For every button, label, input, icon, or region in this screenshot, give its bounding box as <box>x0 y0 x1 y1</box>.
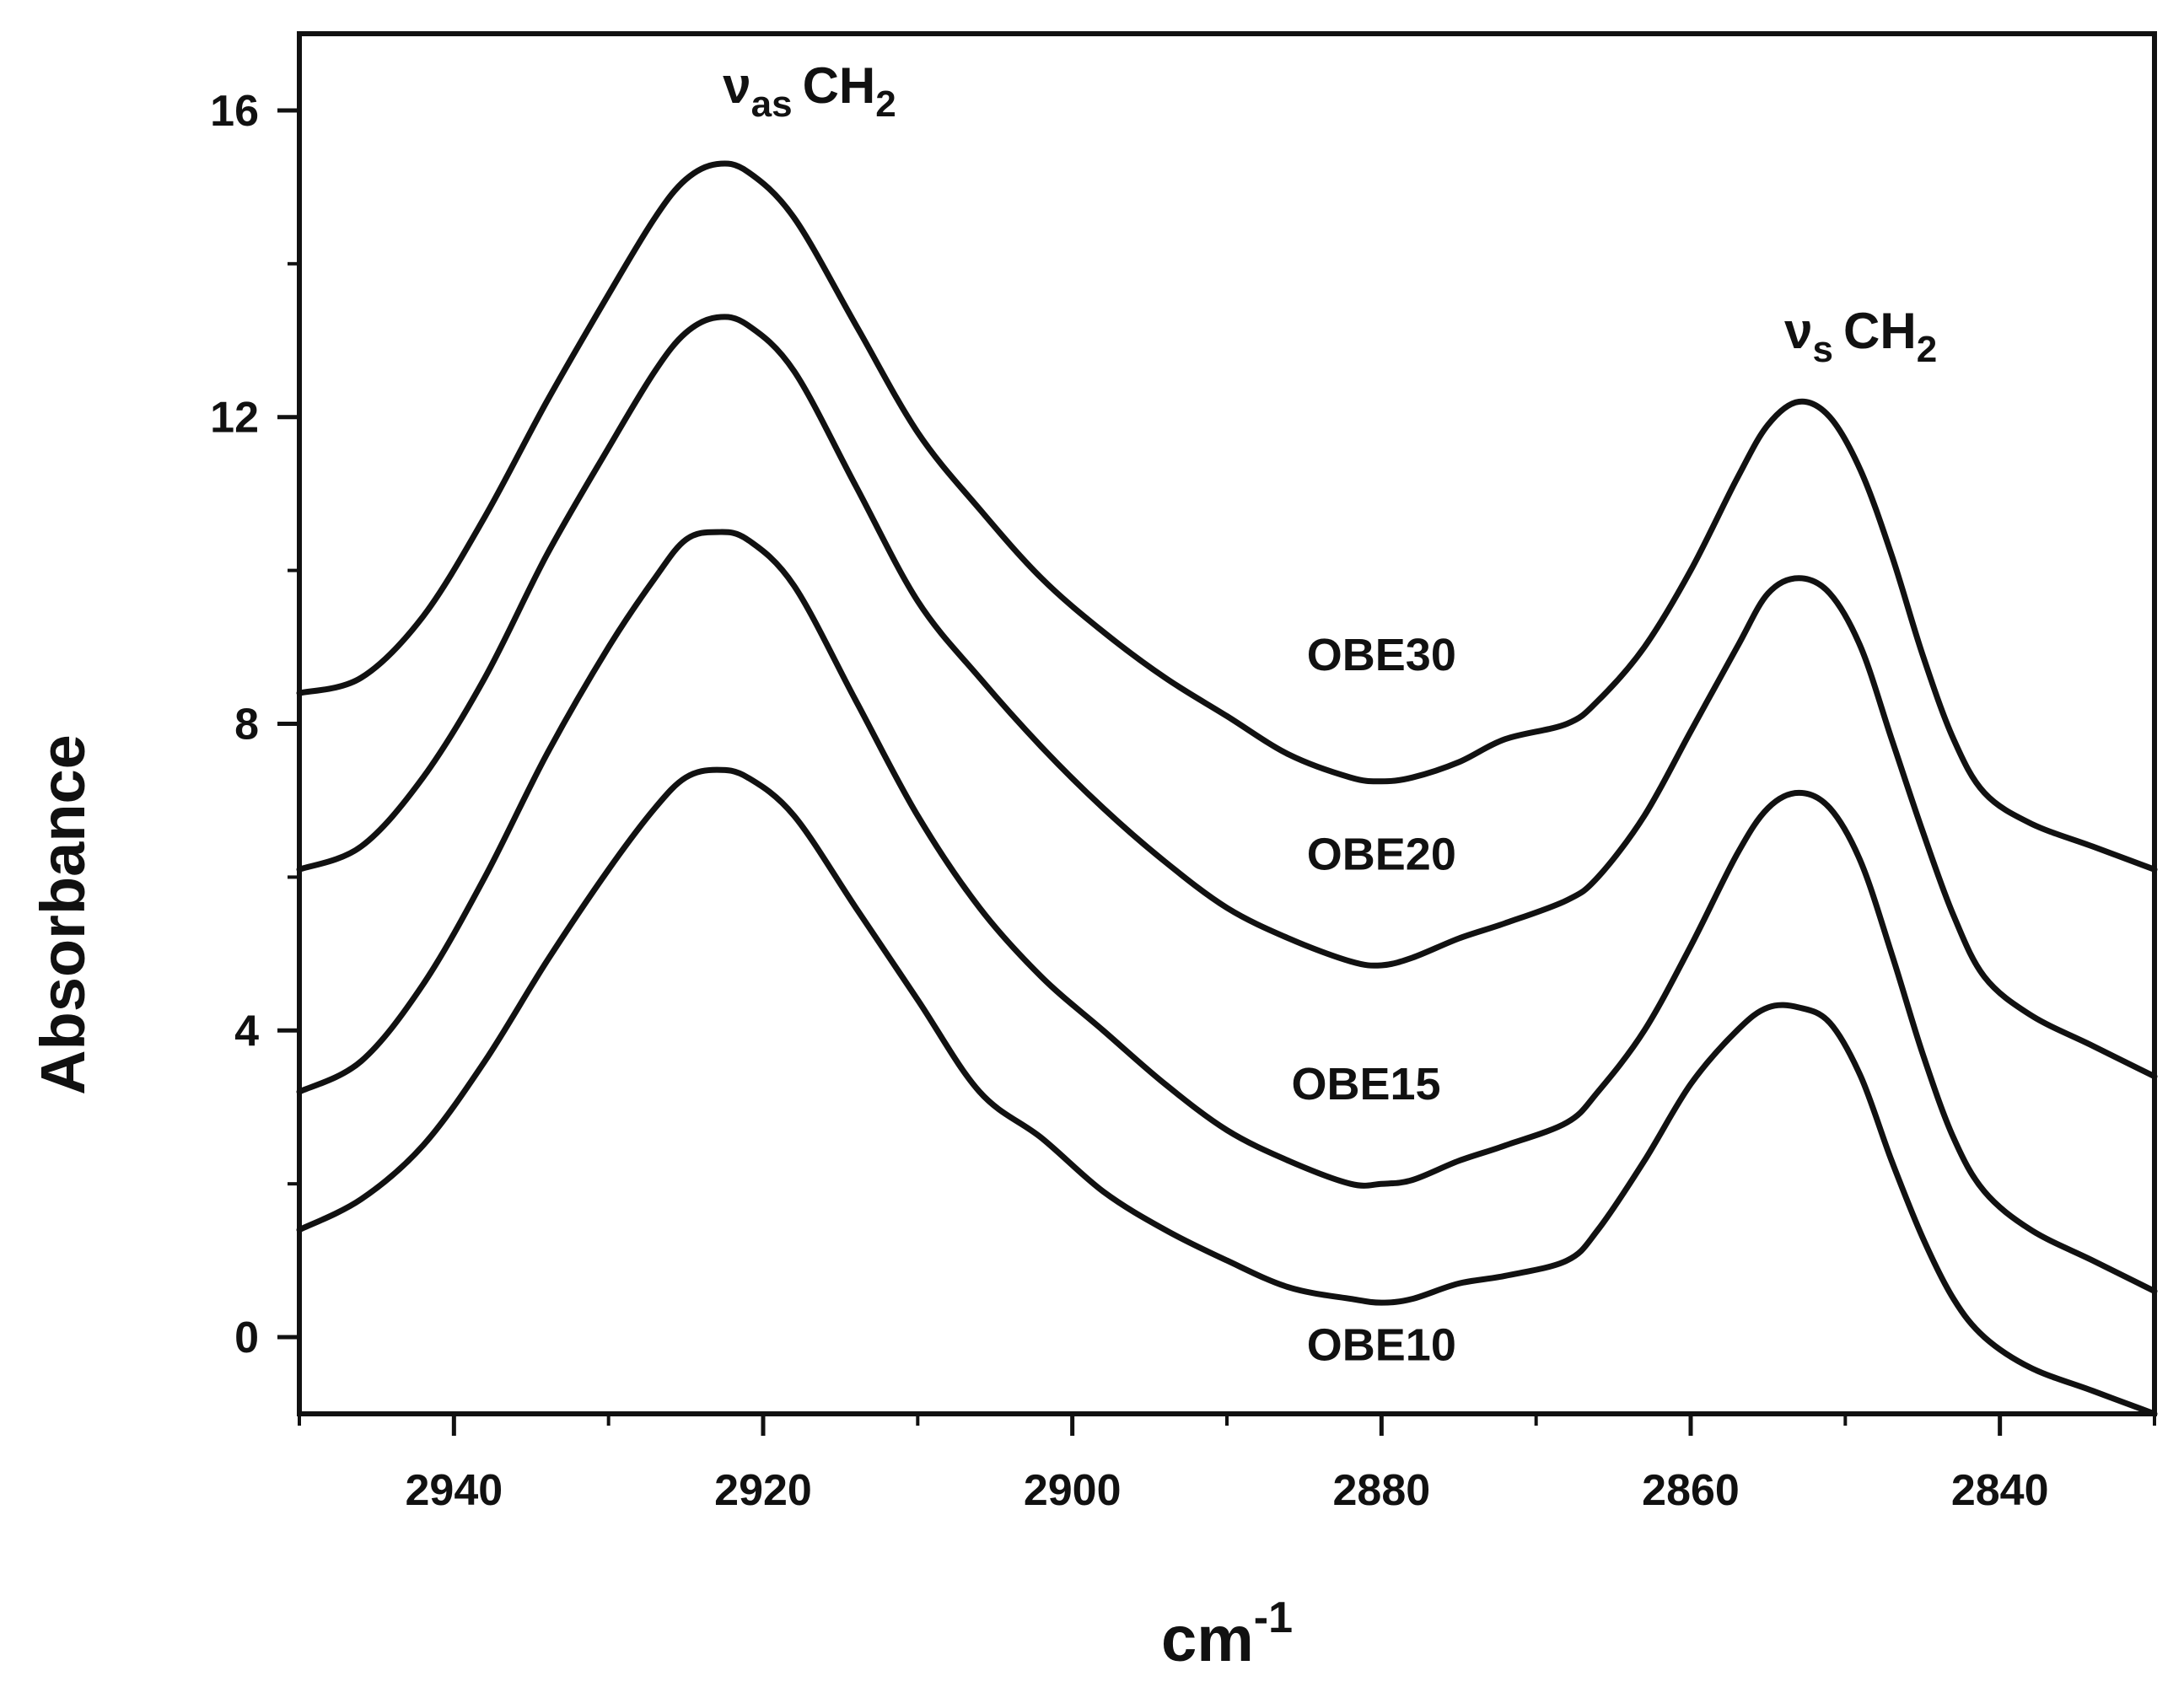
series-line-obe30 <box>296 160 2158 873</box>
x-tick-label: 2840 <box>1951 1466 2049 1515</box>
series-label-obe15: OBE15 <box>1291 1059 1440 1109</box>
peak-symbol: ν <box>723 57 750 114</box>
y-tick-label: 8 <box>234 701 259 749</box>
x-tick-label: 2860 <box>1642 1466 1740 1515</box>
series-label-obe20: OBE20 <box>1307 829 1456 879</box>
series-line-obe10 <box>296 766 2158 1417</box>
peak-subscript: s <box>1813 329 1833 370</box>
x-tick-label: 2900 <box>1024 1466 1122 1515</box>
y-axis-title: Absorbance <box>28 734 98 1095</box>
x-axis-title-superscript: -1 <box>1254 1593 1293 1642</box>
peak-group-subscript: 2 <box>1917 329 1937 370</box>
y-tick-label: 0 <box>234 1314 259 1362</box>
peak-annotation-asymmetric: νas CH2 <box>723 57 896 125</box>
plot-frame <box>297 31 2157 1416</box>
y-tick-label: 16 <box>210 87 259 136</box>
x-tick-label: 2940 <box>405 1466 503 1515</box>
series-labels: OBE30 OBE20 OBE15 OBE10 <box>1291 630 1455 1371</box>
peak-symbol: ν <box>1784 303 1812 359</box>
x-axis-title: cm-1 <box>1161 1593 1293 1675</box>
series-label-obe30: OBE30 <box>1307 630 1456 680</box>
peak-group: CH <box>1843 303 1917 359</box>
peak-annotation-symmetric: νs CH2 <box>1784 303 1937 370</box>
series-lines <box>296 160 2158 1417</box>
peak-group-subscript: 2 <box>875 83 896 125</box>
series-line-obe20 <box>296 314 2158 1080</box>
series-line-obe15 <box>296 529 2158 1294</box>
x-axis-title-text: cm <box>1161 1604 1254 1675</box>
peak-group: CH <box>803 57 876 114</box>
peak-subscript: as <box>751 83 793 125</box>
y-tick-label: 12 <box>210 394 259 443</box>
axis-ticks: 2940 2920 2900 2880 2860 2840 0 4 8 12 16 <box>210 87 2156 1515</box>
y-tick-label: 4 <box>234 1007 259 1056</box>
x-tick-label: 2880 <box>1332 1466 1430 1515</box>
x-tick-label: 2920 <box>714 1466 812 1515</box>
series-label-obe10: OBE10 <box>1307 1319 1456 1370</box>
